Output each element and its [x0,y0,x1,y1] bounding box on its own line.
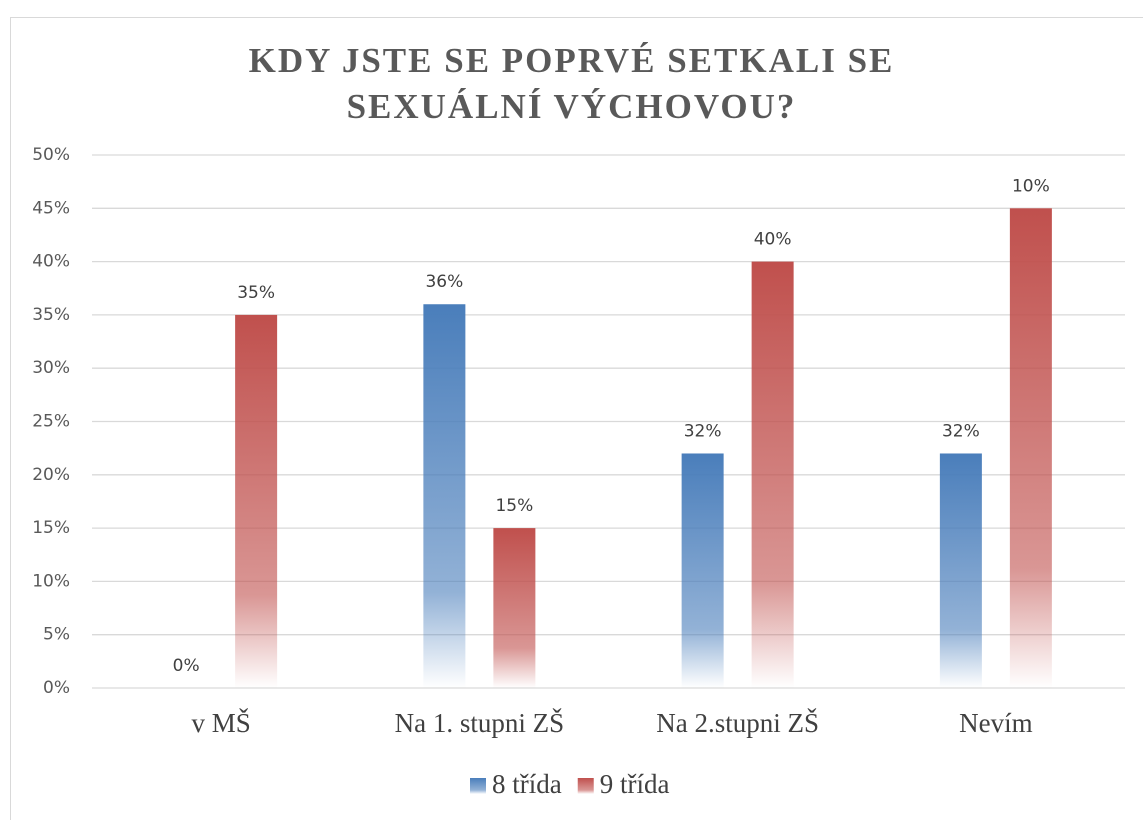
y-tick-label: 45% [32,198,70,218]
data-label: 40% [754,230,792,250]
data-label: 32% [942,421,980,441]
y-tick-label: 25% [32,412,70,432]
data-label: 10% [1012,176,1050,196]
y-tick-label: 5% [43,625,70,645]
bar [681,453,724,688]
legend-label: 8 třída [492,769,562,799]
data-label: 35% [237,283,275,303]
x-tick-label: v MŠ [191,708,250,738]
data-label: 15% [495,496,533,516]
y-tick-label: 20% [32,465,70,485]
y-tick-label: 50% [32,145,70,165]
y-tick-label: 10% [32,571,70,591]
legend-marker [577,778,594,794]
data-label: 0% [173,656,200,676]
bar [235,314,278,688]
x-tick-label: Nevím [959,708,1033,738]
bar [751,261,794,688]
data-label: 36% [425,272,463,292]
y-tick-label: 15% [32,518,70,538]
x-tick-label: Na 2.stupni ZŠ [656,708,819,738]
legend-label: 9 třída [600,769,670,799]
bar [423,304,466,688]
bar [939,453,982,688]
chart-title: KDY JSTE SE POPRVÉ SETKALI SE SEXUÁLNÍ V… [248,41,895,126]
x-tick-label: Na 1. stupni ZŠ [395,708,565,738]
legend-marker [470,778,486,794]
data-label: 32% [684,421,722,441]
y-tick-label: 30% [32,358,70,378]
y-tick-label: 35% [32,305,70,325]
y-tick-label: 40% [32,252,70,272]
chart-border [10,17,1143,820]
y-tick-label: 0% [43,678,70,698]
bar [493,528,536,688]
bar [1009,208,1052,689]
